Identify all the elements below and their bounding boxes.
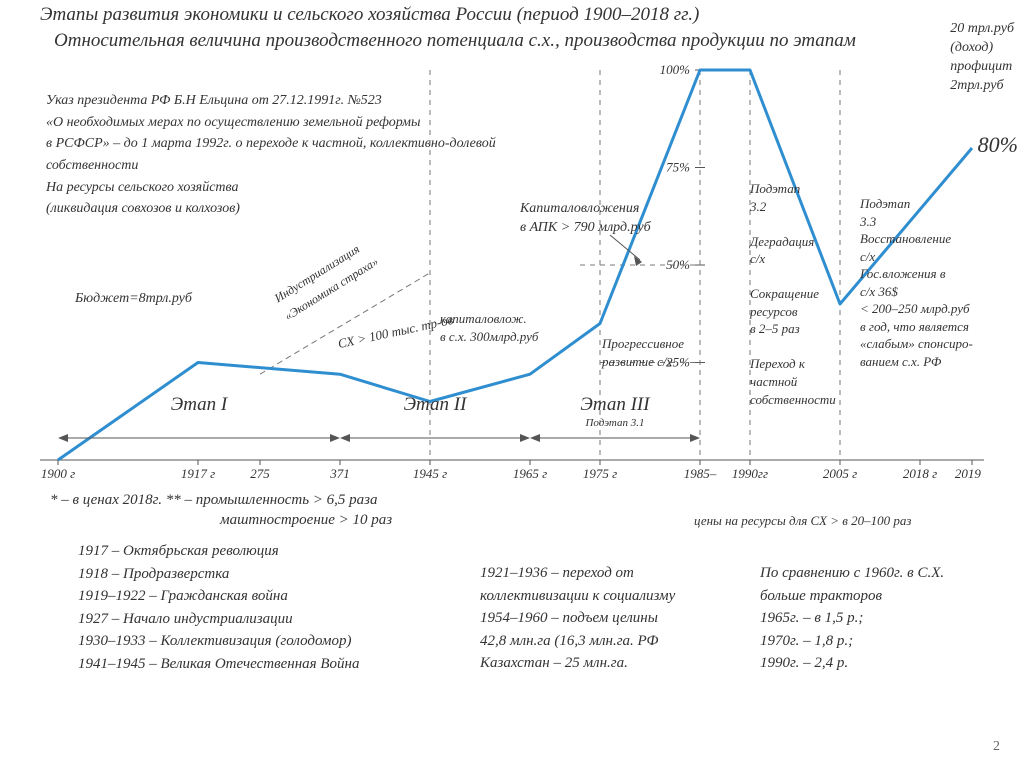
svg-text:1917 г: 1917 г bbox=[181, 466, 215, 480]
kap790-label: Капиталовложения в АПК > 790 млрд.руб bbox=[520, 200, 651, 238]
svg-text:Этап II: Этап II bbox=[404, 394, 468, 415]
col3-line: По сравнению с 1960г. в С.Х. bbox=[760, 562, 944, 585]
col3-line: больше тракторов bbox=[760, 585, 944, 608]
col3-line: 1965г. – в 1,5 р.; bbox=[760, 607, 944, 630]
events-line: 1917 – Октябрьская революция bbox=[78, 540, 359, 563]
svg-text:50%: 50% bbox=[666, 257, 690, 272]
income-line2: (доход) bbox=[950, 39, 1014, 58]
events-line: 1927 – Начало индустриализации bbox=[78, 608, 359, 631]
title-line-1: Этапы развития экономики и сельского хоз… bbox=[40, 4, 699, 26]
svg-text:75%: 75% bbox=[666, 160, 690, 175]
svg-text:Этап III: Этап III bbox=[580, 394, 651, 415]
column-3: По сравнению с 1960г. в С.Х.больше тракт… bbox=[760, 562, 944, 675]
svg-text:371: 371 bbox=[329, 466, 350, 480]
svg-text:1985–: 1985– bbox=[684, 466, 717, 480]
substage-32-block: Подэтап 3.2 Деградация с/х Сокращение ре… bbox=[750, 180, 836, 408]
progressive-label: Прогрессивное развитие с/х bbox=[602, 335, 684, 370]
page-number: 2 bbox=[993, 739, 1000, 755]
svg-text:2018 г: 2018 г bbox=[903, 466, 937, 480]
col2-line: 1921–1936 – переход от bbox=[480, 562, 675, 585]
column-2: 1921–1936 – переход отколлективизации к … bbox=[480, 562, 675, 675]
col2-line: 1954–1960 – подъем целины bbox=[480, 607, 675, 630]
events-line: 1918 – Продразверстка bbox=[78, 563, 359, 586]
price-note: цены на ресурсы для СХ > в 20–100 раз bbox=[694, 512, 911, 530]
svg-text:1975 г: 1975 г bbox=[583, 466, 617, 480]
income-line1: 20 трл.руб bbox=[950, 20, 1014, 39]
svg-text:Подэтап 3.1: Подэтап 3.1 bbox=[584, 417, 644, 429]
svg-text:1900 г: 1900 г bbox=[41, 466, 75, 480]
events-line: 1919–1922 – Гражданская война bbox=[78, 585, 359, 608]
substage-33-block: Подэтап 3.3 Восстановление с/х Гос.вложе… bbox=[860, 195, 1015, 370]
footnote-1: * – в ценах 2018г. ** – промышленность >… bbox=[50, 490, 392, 510]
title-line-2: Относительная величина производственного… bbox=[54, 30, 856, 52]
svg-text:275: 275 bbox=[250, 466, 270, 480]
events-column: 1917 – Октябрьская революция1918 – Продр… bbox=[78, 540, 359, 675]
svg-text:1990гг: 1990гг bbox=[732, 466, 768, 480]
footnotes: * – в ценах 2018г. ** – промышленность >… bbox=[50, 490, 392, 531]
events-line: 1941–1945 – Великая Отечественная Война bbox=[78, 653, 359, 676]
col3-line: 1970г. – 1,8 р.; bbox=[760, 630, 944, 653]
svg-text:2019 г: 2019 г bbox=[955, 466, 984, 480]
col2-line: Казахстан – 25 млн.га. bbox=[480, 652, 675, 675]
svg-text:100%: 100% bbox=[660, 62, 691, 77]
col2-line: коллективизации к социализму bbox=[480, 585, 675, 608]
events-line: 1930–1933 – Коллективизация (голодомор) bbox=[78, 630, 359, 653]
kap300-label: капиталовлож. в с.х. 300млрд.руб bbox=[440, 310, 538, 345]
col2-line: 42,8 млн.га (16,3 млн.га. РФ bbox=[480, 630, 675, 653]
svg-text:1945 г: 1945 г bbox=[413, 466, 447, 480]
end-percent-label: 80% bbox=[978, 130, 1018, 160]
svg-text:2005 г: 2005 г bbox=[823, 466, 857, 480]
main-chart: 1900 г 1917 г 275 371 1945 г 1965 г 1975 г 1985… bbox=[40, 60, 984, 480]
svg-text:1965 г: 1965 г bbox=[513, 466, 547, 480]
footnote-2: маштностроение > 10 раз bbox=[220, 510, 392, 530]
budget-label: Бюджет=8трл.руб bbox=[75, 290, 192, 309]
svg-text:Этап I: Этап I bbox=[171, 394, 229, 415]
col3-line: 1990г. – 2,4 р. bbox=[760, 652, 944, 675]
